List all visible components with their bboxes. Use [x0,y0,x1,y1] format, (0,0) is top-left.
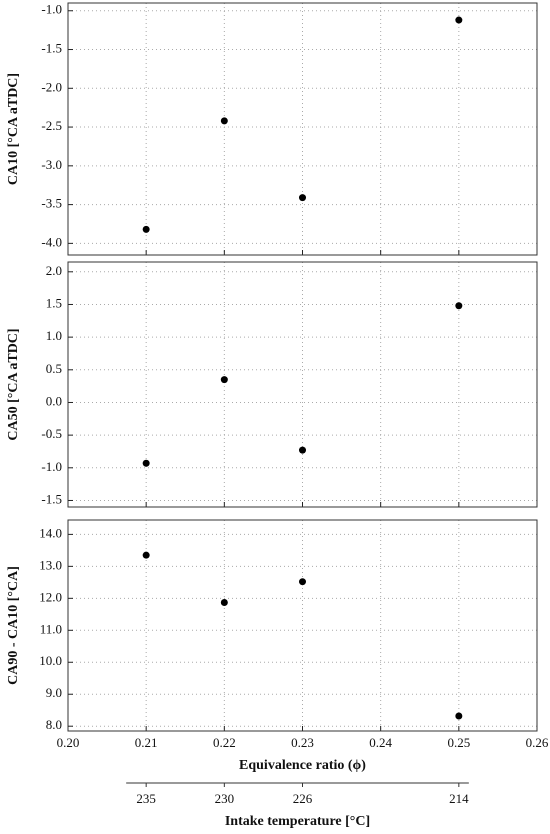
secondary-tick-label: 230 [215,791,235,806]
point [299,578,306,586]
y-tick-label: 13.0 [39,557,62,572]
y-axis-title: CA90 - CA10 [°CA] [6,566,21,685]
y-tick-label: -1.5 [41,491,62,506]
secondary-tick-label: 214 [449,791,469,806]
y-tick-label: 9.0 [46,685,62,700]
y-tick-label: -2.5 [41,118,62,133]
y-tick-label: 1.5 [46,295,62,310]
y-tick-label: 12.0 [39,589,62,604]
point [455,302,463,310]
y-tick-label: -0.5 [41,426,62,441]
y-tick-label: 0.0 [46,393,62,408]
x-tick-label: 0.26 [526,735,549,750]
point [142,459,150,467]
y-tick-label: -3.5 [41,196,62,211]
point [220,117,228,125]
point [299,446,306,454]
y-tick-label: -1.5 [41,41,62,56]
x-tick-label: 0.25 [447,735,470,750]
plot-frame [67,261,538,508]
y-tick-label: 1.0 [46,328,62,343]
x-tick-label: 0.22 [213,735,236,750]
point [220,598,228,606]
x-tick-label: 0.24 [369,735,392,750]
y-tick-label: -4.0 [41,234,62,249]
y-tick-label: 11.0 [40,621,62,636]
secondary-tick-label: 226 [293,791,313,806]
y-axis-title: CA10 [°CA aTDC] [6,73,21,185]
y-tick-label: 14.0 [39,525,62,540]
point [142,225,150,233]
x-axis-title: Equivalence ratio (ϕ) [239,758,366,773]
point [142,551,150,559]
point [220,376,228,384]
plot-frame [67,519,538,732]
point [299,194,306,202]
plot-frame [67,2,538,256]
point [455,712,463,720]
y-tick-label: -1.0 [41,2,62,17]
y-tick-label: -3.0 [41,157,62,172]
x-tick-label: 0.20 [57,735,80,750]
y-axis-title: CA50 [°CA aTDC] [6,328,21,440]
point [455,16,463,24]
y-tick-label: 0.5 [46,361,62,376]
x-tick-label: 0.23 [291,735,314,750]
y-tick-label: 10.0 [39,653,62,668]
y-tick-label: -1.0 [41,459,62,474]
secondary-tick-label: 235 [136,791,156,806]
y-tick-label: 2.0 [46,263,62,278]
y-tick-label: 8.0 [46,717,62,732]
secondary-axis-title: Intake temperature [°C] [225,814,370,829]
y-tick-label: -2.0 [41,79,62,94]
x-tick-label: 0.21 [135,735,158,750]
